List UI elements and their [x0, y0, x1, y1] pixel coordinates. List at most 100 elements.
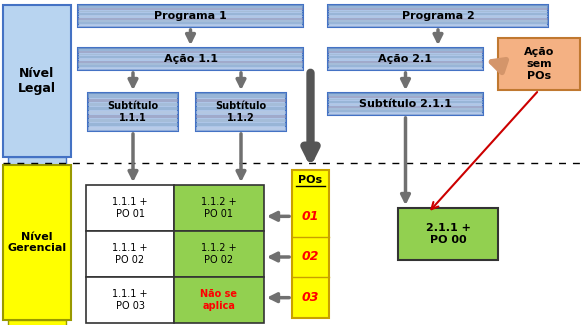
Text: Ação
sem
POs: Ação sem POs	[524, 47, 554, 81]
Bar	[328, 104, 483, 105]
Bar	[78, 51, 303, 53]
Bar	[328, 93, 483, 96]
Bar	[78, 13, 303, 15]
Bar	[3, 165, 71, 320]
Bar	[328, 110, 483, 112]
Bar	[78, 58, 303, 60]
Text: 1.1.1 +
PO 02: 1.1.1 + PO 02	[112, 243, 148, 265]
Text: Não se
aplica: Não se aplica	[201, 289, 238, 311]
Bar	[196, 119, 286, 122]
Bar	[328, 65, 483, 67]
Bar	[328, 16, 548, 17]
Bar	[328, 96, 483, 98]
Bar	[196, 123, 286, 126]
Text: Subtítulo
1.1.2: Subtítulo 1.1.2	[215, 101, 266, 123]
Text: 1.1.2 +
PO 02: 1.1.2 + PO 02	[201, 243, 237, 265]
Bar	[328, 5, 548, 27]
Bar	[86, 277, 174, 323]
Bar	[328, 51, 483, 53]
Bar	[86, 185, 174, 231]
Bar	[78, 20, 303, 22]
Bar	[88, 93, 178, 131]
Bar	[88, 99, 178, 102]
Text: Ação 2.1: Ação 2.1	[379, 54, 433, 64]
Bar	[328, 48, 483, 70]
Bar	[78, 54, 303, 56]
Bar	[78, 61, 303, 62]
Text: Nível
Legal: Nível Legal	[18, 67, 56, 95]
Bar	[328, 68, 483, 70]
Bar	[328, 106, 483, 108]
Bar	[196, 127, 286, 131]
Bar	[196, 99, 286, 102]
Bar	[78, 8, 303, 10]
Bar	[328, 93, 483, 115]
Bar	[328, 108, 483, 110]
Bar	[8, 320, 66, 325]
Bar	[78, 11, 303, 12]
Bar	[328, 22, 548, 24]
Bar	[78, 22, 303, 24]
Bar	[78, 5, 303, 8]
Text: 1.1.2 +
PO 01: 1.1.2 + PO 01	[201, 197, 237, 219]
Bar	[328, 11, 548, 12]
Text: POs: POs	[299, 175, 323, 185]
Bar	[8, 157, 66, 165]
Bar	[196, 107, 286, 110]
Text: Programa 1: Programa 1	[154, 11, 227, 21]
Text: 1.1.1 +
PO 01: 1.1.1 + PO 01	[112, 197, 148, 219]
Bar	[398, 208, 498, 260]
Bar	[88, 127, 178, 131]
Bar	[78, 18, 303, 20]
Bar	[328, 5, 548, 8]
Bar	[88, 115, 178, 118]
Bar	[328, 48, 483, 51]
Bar	[328, 99, 483, 100]
Bar	[328, 20, 548, 22]
Bar	[328, 54, 483, 56]
Bar	[3, 5, 71, 157]
Bar	[174, 231, 264, 277]
Bar	[498, 38, 580, 90]
Bar	[328, 8, 548, 10]
Bar	[328, 113, 483, 115]
Text: Subtítulo
1.1.1: Subtítulo 1.1.1	[108, 101, 159, 123]
Text: Nível
Gerencial: Nível Gerencial	[8, 232, 66, 253]
Bar	[88, 107, 178, 110]
Bar	[78, 63, 303, 65]
Bar	[196, 111, 286, 114]
Bar	[328, 56, 483, 58]
Bar	[174, 185, 264, 231]
Bar	[78, 5, 303, 27]
Bar	[328, 58, 483, 60]
Bar	[196, 93, 286, 98]
Bar	[88, 123, 178, 126]
Bar	[78, 48, 303, 51]
Bar	[88, 111, 178, 114]
Bar	[78, 65, 303, 67]
Text: 2.1.1 +
PO 00: 2.1.1 + PO 00	[426, 223, 470, 245]
Bar	[78, 48, 303, 70]
Bar	[78, 68, 303, 70]
Bar	[78, 16, 303, 17]
Bar	[328, 25, 548, 27]
Bar	[328, 101, 483, 103]
Text: 01: 01	[302, 210, 319, 223]
Text: 02: 02	[302, 251, 319, 264]
Bar	[328, 13, 548, 15]
Bar	[196, 115, 286, 118]
Bar	[88, 103, 178, 106]
Bar	[174, 277, 264, 323]
Bar	[78, 25, 303, 27]
Bar	[292, 170, 329, 318]
Bar	[196, 93, 286, 131]
Text: 1.1.1 +
PO 03: 1.1.1 + PO 03	[112, 289, 148, 311]
Bar	[86, 231, 174, 277]
Bar	[328, 61, 483, 62]
Bar	[88, 119, 178, 122]
Bar	[328, 63, 483, 65]
Bar	[328, 18, 548, 20]
Text: Subtítulo 2.1.1: Subtítulo 2.1.1	[359, 99, 452, 109]
Bar	[196, 103, 286, 106]
Text: 03: 03	[302, 291, 319, 304]
